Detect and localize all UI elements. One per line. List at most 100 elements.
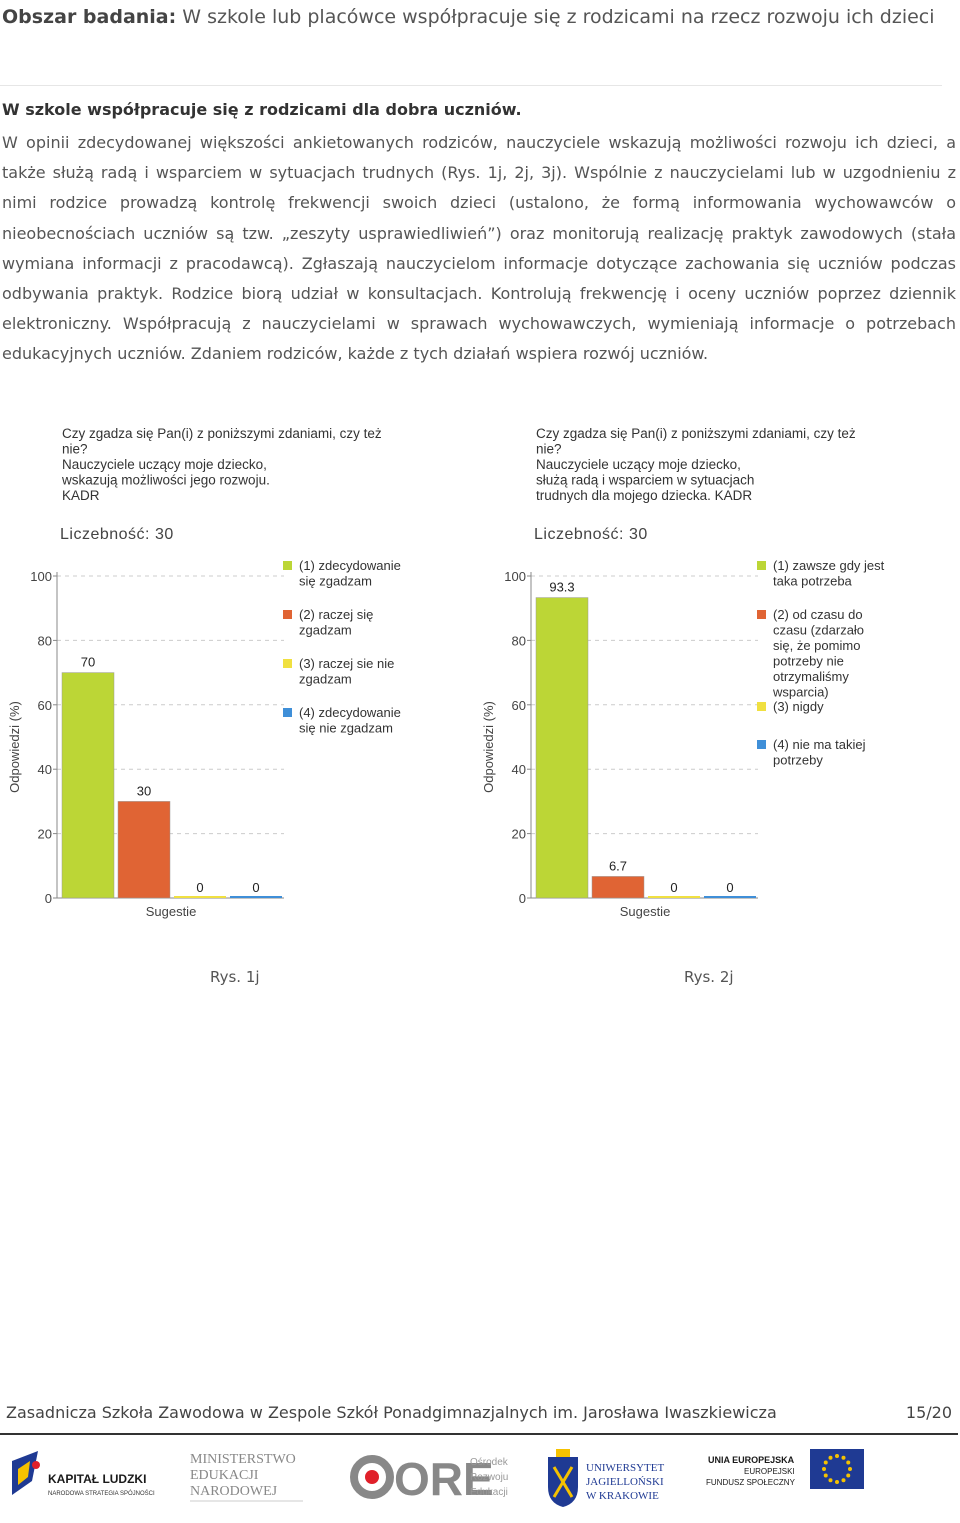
legend-label: (2) raczej się [299,607,373,622]
kapital-ludzki-name: KAPITAŁ LUDZKI [48,1472,146,1486]
bar [535,597,589,899]
heading-divider [0,85,942,86]
chart-title-line: nie? [536,442,562,457]
chart-title-line: Nauczyciele uczący moje dziecko, [62,457,267,472]
ore-logo: ORE Ośrodek Rozwoju Edukacji [350,1447,525,1511]
ue-line-1: UNIA EUROPEJSKA [708,1455,795,1465]
legend-label: zgadzam [299,672,352,687]
eu-star [841,1478,846,1483]
unia-europejska-logo: UNIA EUROPEJSKA EUROPEJSKI FUNDUSZ SPOŁE… [704,1447,874,1511]
page-number: 15/20 [905,1403,952,1422]
caption-rys-2j: Rys. 2j [684,968,734,986]
eu-star [828,1455,833,1460]
legend-swatch [757,740,766,749]
eu-star [846,1460,851,1465]
chart-title-line: Czy zgadza się Pan(i) z poniższymi zdani… [62,426,382,441]
men-logo: MINISTERSTWO EDUKACJI NARODOWEJ [188,1447,318,1511]
x-axis-label: Sugestie [620,904,671,919]
y-tick-label: 40 [38,762,52,777]
bar-value-label: 0 [196,880,203,895]
legend-swatch [283,708,292,717]
bar [174,896,226,898]
men-line-3: NARODOWEJ [190,1484,278,1499]
bar [117,801,171,899]
legend-swatch [283,561,292,570]
ue-line-3: FUNDUSZ SPOŁECZNY [706,1478,796,1487]
heading-text: W szkole lub placówce współpracuje się z… [182,6,935,28]
chart-title-line: Czy zgadza się Pan(i) z poniższymi zdani… [536,426,856,441]
legend-label: (4) nie ma takiej [773,737,866,752]
legend-label: (2) od czasu do [773,607,863,622]
chart-svg: Czy zgadza się Pan(i) z poniższymi zdani… [481,426,885,919]
y-axis-label: Odpowiedzi (%) [481,701,496,793]
bar [648,896,700,898]
eu-star [822,1467,826,1471]
legend-swatch [283,610,292,619]
kapital-ludzki-logo: KAPITAŁ LUDZKI NARODOWA STRATEGIA SPÓJNO… [10,1447,170,1511]
chart-svg: Czy zgadza się Pan(i) z poniższymi zdani… [7,426,401,919]
legend-label: (3) nigdy [773,699,824,714]
chart-title-line: KADR [62,488,100,503]
chart-title-line: wskazują możliwości jego rozwoju. [61,473,270,488]
section-heading: Obszar badania: W szkole lub placówce ws… [2,0,942,35]
legend-swatch [283,659,292,668]
chart-count-label: Liczebność: 30 [534,526,648,543]
eu-star [846,1473,851,1478]
y-tick-label: 80 [38,633,52,648]
bar-value-label: 70 [81,655,95,670]
legend-label: (1) zdecydowanie [299,558,401,573]
heading-label: Obszar badania: [2,6,177,28]
legend-label: wsparcia) [772,685,829,700]
legend-label: zgadzam [299,623,352,638]
legend-swatch [757,561,766,570]
legend-label: potrzeby [773,753,823,768]
legend-label: się zgadzam [299,574,372,589]
chart-title-line: nie? [62,442,88,457]
chart-count-label: Liczebność: 30 [60,526,174,543]
y-tick-label: 80 [512,633,526,648]
y-axis-label: Odpowiedzi (%) [7,701,22,793]
y-tick-label: 60 [512,698,526,713]
y-tick-label: 100 [30,569,52,584]
bar [61,672,115,899]
chart-rys-1j: Czy zgadza się Pan(i) z poniższymi zdani… [0,420,460,940]
ue-line-2: EUROPEJSKI [744,1467,795,1476]
eu-star [841,1455,846,1460]
bar-value-label: 6.7 [609,858,627,873]
subheading: W szkole współpracuje się z rodzicami dl… [2,100,522,119]
legend-label: czasu (zdarzało [773,623,864,638]
y-tick-label: 0 [519,891,526,906]
body-paragraph: W opinii zdecydowanej większości ankieto… [2,133,956,364]
chart-title-line: trudnych dla mojego dziecka. KADR [536,488,752,503]
legend-swatch [757,702,766,711]
x-axis-label: Sugestie [146,904,197,919]
uj-line-2: JAGIELLOŃSKI [586,1476,664,1488]
eu-star [828,1478,833,1483]
ore-mark: ORE [394,1453,494,1505]
uniwersytet-jagiellonski-logo: UNIWERSYTET JAGIELLOŃSKI W KRAKOWIE [544,1447,684,1511]
bar-value-label: 30 [137,783,151,798]
bar [704,896,756,898]
y-tick-label: 100 [504,569,526,584]
eu-star [848,1467,852,1471]
legend-swatch [757,610,766,619]
y-tick-label: 20 [512,827,526,842]
legend-label: się nie zgadzam [299,721,393,736]
chart-title-line: Nauczyciele uczący moje dziecko, [536,457,741,472]
y-tick-label: 20 [38,827,52,842]
footer-school-name: Zasadnicza Szkoła Zawodowa w Zespole Szk… [6,1403,777,1422]
chart-rys-2j: Czy zgadza się Pan(i) z poniższymi zdani… [474,420,934,940]
legend-label: potrzeby nie [773,654,844,669]
legend-label: (3) raczej sie nie [299,656,394,671]
legend-label: otrzymaliśmy [773,669,849,684]
men-line-2: EDUKACJI [190,1468,259,1483]
bar-value-label: 93.3 [549,580,574,595]
bar-value-label: 0 [252,880,259,895]
y-tick-label: 0 [45,891,52,906]
legend-label: (1) zawsze gdy jest [773,558,885,573]
caption-rys-1j: Rys. 1j [210,968,260,986]
eu-star [823,1473,828,1478]
kapital-ludzki-sub: NARODOWA STRATEGIA SPÓJNOŚCI [48,1489,155,1497]
legend-label: się, że pomimo [773,638,860,653]
ore-line-3: Edukacji [470,1487,508,1498]
